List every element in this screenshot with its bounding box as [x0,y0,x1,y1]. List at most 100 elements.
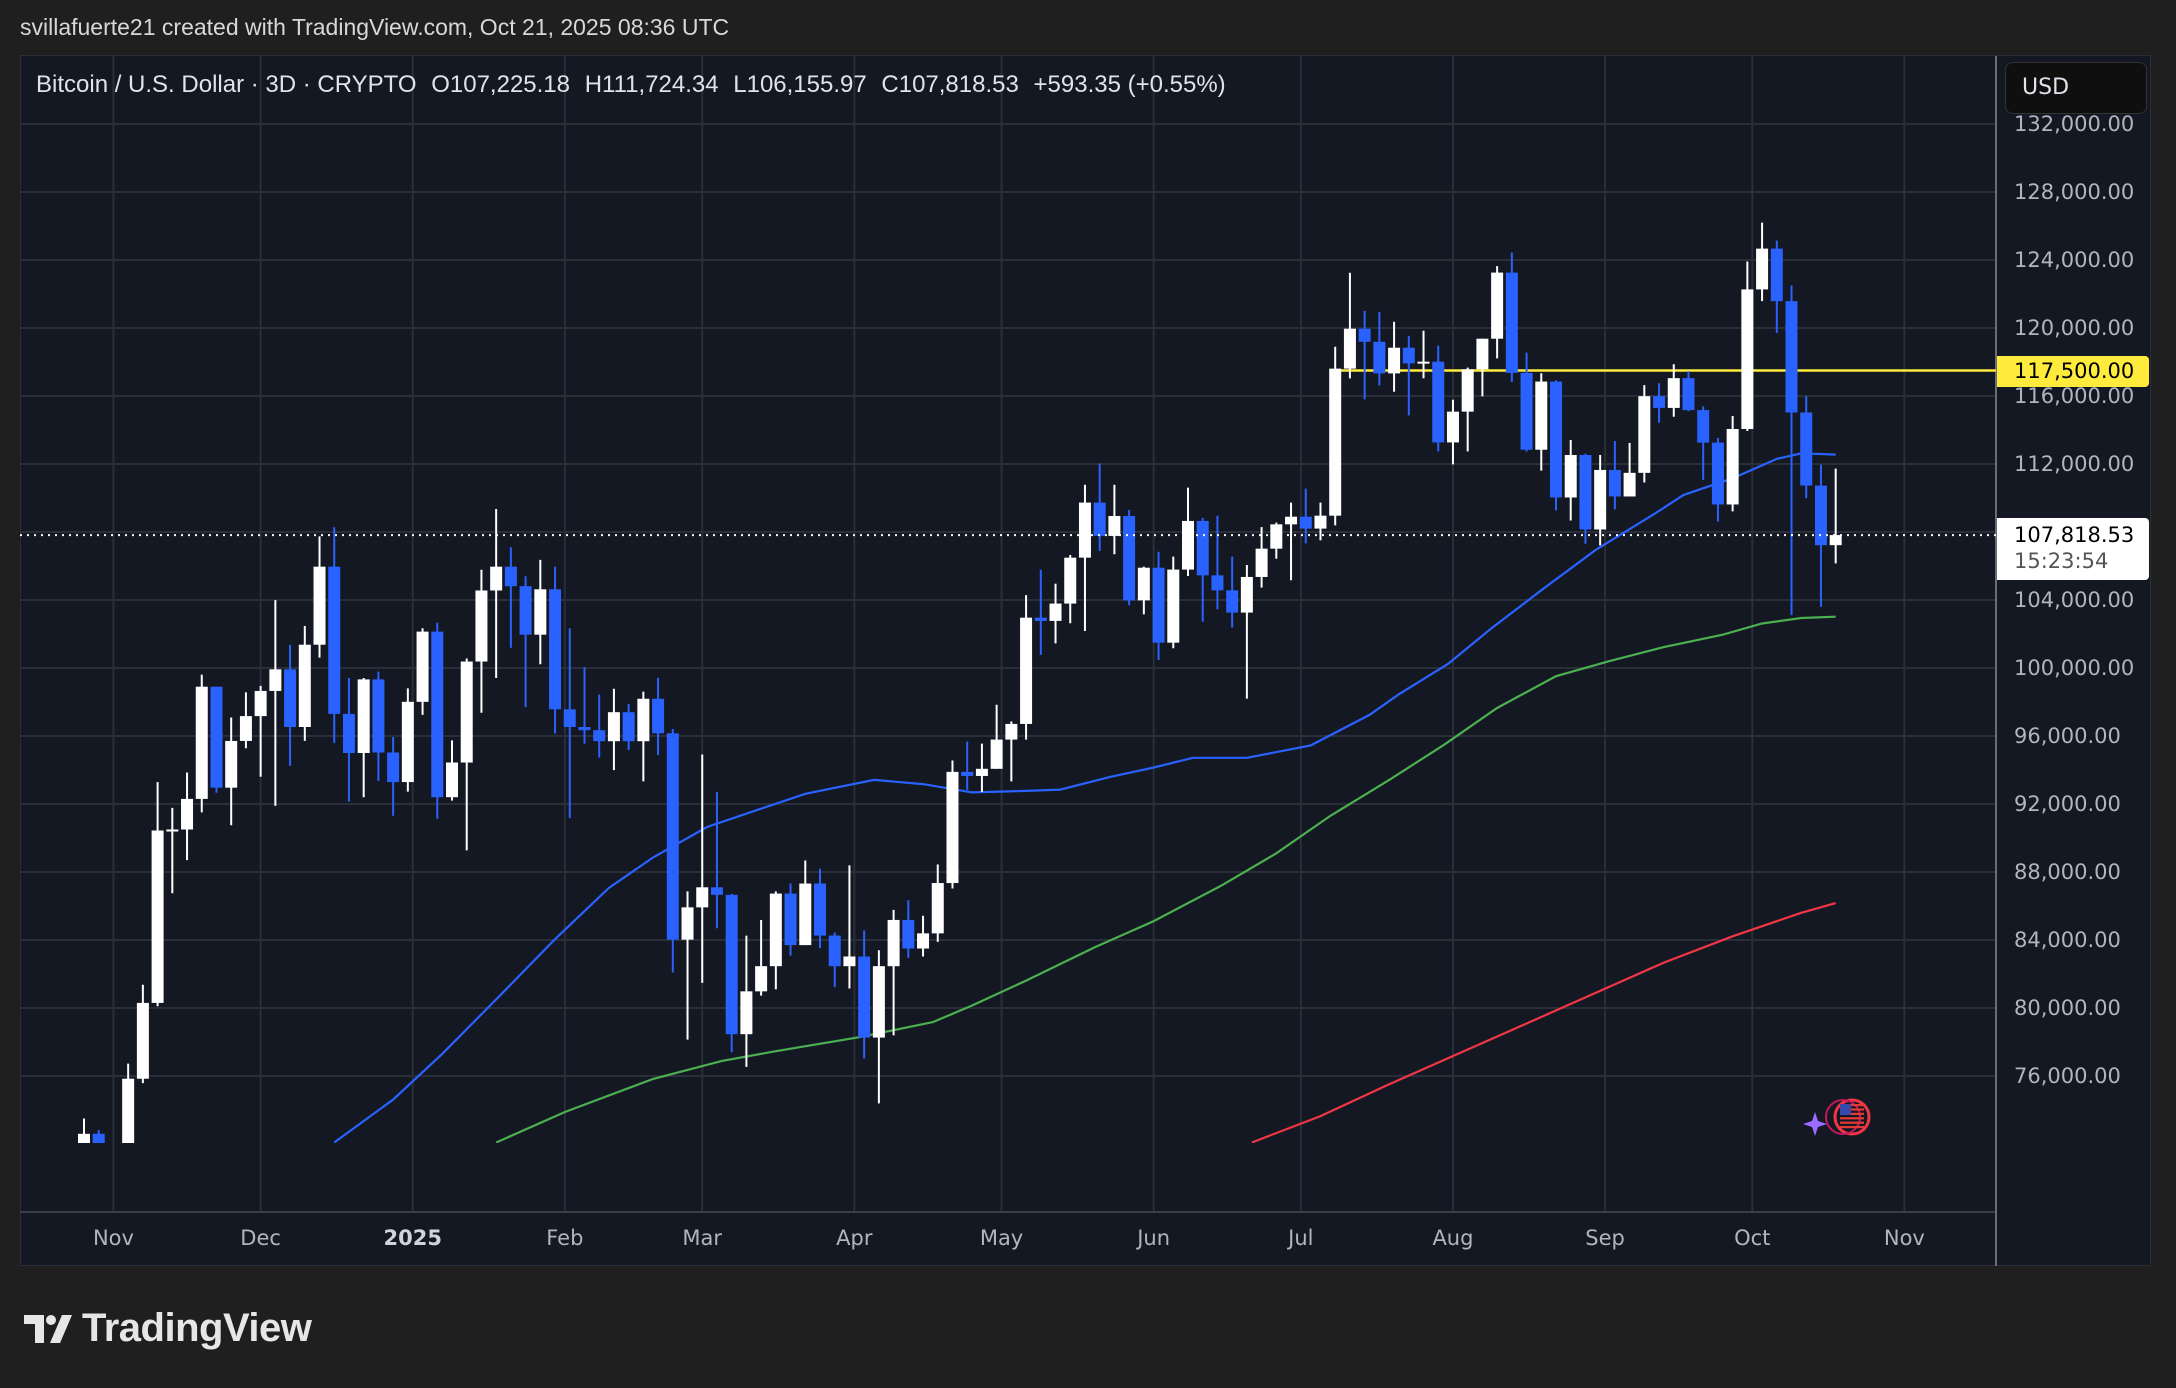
candle-up[interactable] [1476,338,1489,397]
candle-down[interactable] [652,677,665,756]
candle-down[interactable] [504,547,517,648]
candle-up[interactable] [1461,367,1474,452]
candle-up[interactable] [225,717,238,826]
candle-up[interactable] [1388,321,1401,392]
candle-up[interactable] [1446,399,1459,465]
candle-up[interactable] [1270,522,1283,559]
candle-down[interactable] [387,737,400,816]
candle-up[interactable] [799,860,812,946]
candle-down[interactable] [593,694,606,758]
candle-up[interactable] [637,691,650,782]
candle-down[interactable] [1711,437,1724,522]
candle-up[interactable] [195,674,208,813]
candle-up[interactable] [534,559,547,665]
candle-up[interactable] [166,807,179,894]
candle-up[interactable] [1829,468,1842,564]
candle-up[interactable] [1535,373,1548,471]
candle-up[interactable] [401,688,414,792]
candle-up[interactable] [1741,261,1754,432]
candle-up[interactable] [681,891,694,1040]
candle-up[interactable] [1594,454,1607,546]
candle-down[interactable] [1211,515,1224,610]
candle-up[interactable] [1064,554,1077,624]
candle-up[interactable] [755,919,768,996]
candle-up[interactable] [181,772,194,861]
candle-down[interactable] [284,644,297,766]
candle-up[interactable] [1343,272,1356,379]
candle-up[interactable] [975,743,988,792]
candle-up[interactable] [1255,527,1268,588]
candle-up[interactable] [475,569,488,713]
candle-down[interactable] [578,666,591,744]
candle-up[interactable] [136,984,149,1084]
candle-up[interactable] [416,628,429,715]
candle-down[interactable] [519,576,532,708]
candle-down[interactable] [1579,453,1592,544]
candle-up[interactable] [1108,484,1121,555]
candle-up[interactable] [1020,595,1033,740]
candle-down[interactable] [1697,406,1710,480]
candle-up[interactable] [1667,364,1680,417]
candle-down[interactable] [710,791,723,929]
candle-down[interactable] [549,566,562,734]
candle-down[interactable] [1682,371,1695,412]
candle-up[interactable] [239,692,252,749]
candle-down[interactable] [1608,441,1621,510]
candle-down[interactable] [328,527,341,743]
candle-up[interactable] [887,909,900,1036]
candle-up[interactable] [254,685,267,777]
candle-up[interactable] [1756,222,1769,302]
candle-down[interactable] [1770,240,1783,333]
candle-down[interactable] [1093,463,1106,552]
candle-down[interactable] [1299,488,1312,544]
candle-down[interactable] [1520,352,1533,452]
candle-up[interactable] [1005,721,1018,782]
currency-button[interactable]: USD [2005,62,2147,114]
tradingview-logo[interactable]: TradingView [24,1306,312,1351]
plot-area[interactable] [78,222,1996,1233]
economic-event-us-flag-icon[interactable] [1825,1098,1871,1136]
candle-down[interactable] [1653,383,1666,423]
candle-down[interactable] [814,868,826,949]
candle-down[interactable] [1402,335,1415,416]
candle-down[interactable] [1785,285,1798,616]
candle-up[interactable] [740,935,753,1067]
candle-down[interactable] [828,932,841,988]
candle-up[interactable] [1329,346,1342,526]
candle-up[interactable] [1285,502,1298,581]
candle-up[interactable] [917,915,930,957]
candle-down[interactable] [784,883,797,956]
candle-up[interactable] [1491,266,1504,359]
candle-up[interactable] [696,754,709,983]
sparkle-icon[interactable] [1803,1112,1827,1136]
candle-down[interactable] [725,893,738,1053]
candle-up[interactable] [298,626,311,741]
candle-up[interactable] [1638,385,1651,483]
candle-up[interactable] [1314,502,1327,541]
candle-up[interactable] [1182,487,1194,577]
candle-down[interactable] [1373,311,1386,386]
candle-down[interactable] [902,900,915,958]
candle-up[interactable] [269,600,282,806]
candle-down[interactable] [666,729,679,973]
candle-down[interactable] [1152,551,1165,661]
candle-up[interactable] [1049,583,1062,644]
candle-up[interactable] [607,688,620,771]
candle-down[interactable] [1550,380,1562,511]
candle-up[interactable] [313,536,326,658]
candle-down[interactable] [858,930,871,1059]
candle-up[interactable] [843,865,856,989]
candle-up[interactable] [1240,564,1253,699]
candle-down[interactable] [563,628,576,818]
candle-down[interactable] [372,671,385,782]
candle-up[interactable] [872,950,885,1104]
candle-down[interactable] [1226,556,1239,628]
horizontal-line-price-label[interactable]: 117,500.00 [1997,355,2149,387]
candle-down[interactable] [1196,517,1209,622]
candle-up[interactable] [990,704,1003,769]
symbol-title[interactable]: Bitcoin / U.S. Dollar · 3D · CRYPTO [36,71,417,98]
candle-up[interactable] [78,1118,90,1196]
candle-up[interactable] [769,891,782,990]
candle-up[interactable] [490,509,503,679]
